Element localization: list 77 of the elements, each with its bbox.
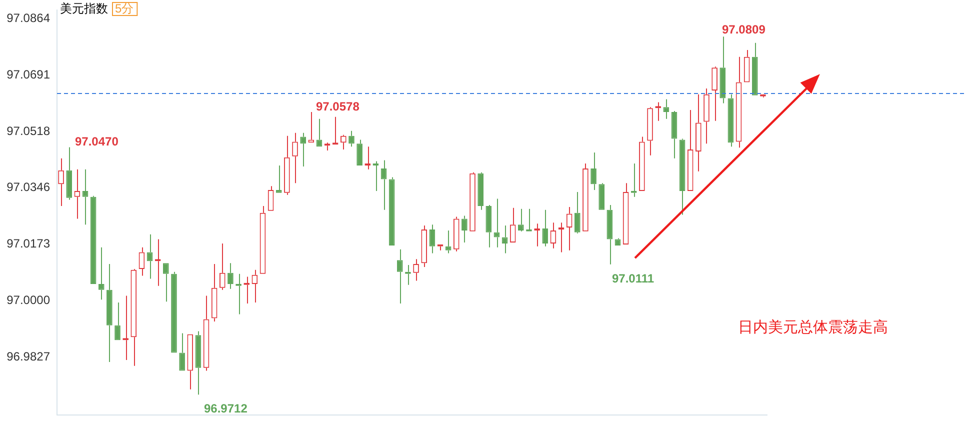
candlestick	[316, 118, 322, 147]
y-tick-label: 97.0000	[6, 292, 50, 307]
y-tick-label: 96.9827	[6, 349, 50, 364]
annotation: 96.9712	[204, 401, 248, 416]
candlestick	[486, 204, 492, 248]
candlestick	[90, 195, 96, 284]
candlestick	[494, 198, 500, 248]
candlestick	[364, 146, 371, 170]
candlestick	[179, 332, 185, 371]
candlestick	[598, 182, 605, 210]
candlestick	[372, 160, 379, 192]
candlestick	[58, 158, 64, 206]
candlestick	[66, 146, 72, 200]
candlestick	[429, 224, 436, 254]
candlestick	[82, 168, 88, 226]
candlestick	[228, 262, 234, 290]
candlestick	[114, 302, 120, 340]
y-tick-label: 97.0346	[6, 180, 50, 194]
candlestick	[163, 263, 169, 302]
candlestick	[268, 186, 274, 211]
annotation: 日内美元总体震荡走高	[738, 318, 888, 336]
annotation: 97.0809	[722, 22, 766, 36]
candlestick	[720, 36, 726, 104]
candlestick	[566, 206, 572, 251]
candlestick	[203, 295, 210, 372]
annotation: 97.0578	[316, 99, 360, 114]
candlestick	[211, 264, 218, 322]
candlestick	[187, 334, 194, 390]
y-tick-label: 97.0173	[6, 236, 50, 250]
candlestick	[396, 248, 403, 304]
candlestick	[219, 243, 226, 290]
candlestick	[171, 271, 177, 353]
candlestick	[582, 163, 588, 232]
candlestick	[106, 264, 112, 362]
candlestick	[622, 182, 629, 244]
candlestick	[138, 246, 145, 276]
candlestick	[728, 94, 734, 148]
candlestick	[752, 42, 758, 96]
candlestick	[574, 191, 580, 234]
y-tick-label: 97.0864	[6, 10, 50, 25]
annotation: 97.0470	[75, 134, 119, 148]
candlestick	[696, 94, 702, 172]
candlestick	[308, 112, 314, 143]
chart-title: 美元指数	[60, 1, 108, 16]
candlestick	[462, 215, 468, 244]
candlestick	[671, 110, 678, 159]
candlestick	[453, 216, 460, 252]
y-tick-label: 97.0691	[6, 67, 50, 82]
candlestick	[470, 172, 476, 232]
candlestick	[558, 222, 564, 253]
candlestick	[130, 268, 137, 366]
candlestick	[663, 98, 670, 120]
chart-subtitle: 5分	[115, 1, 134, 16]
candlestick	[744, 50, 750, 82]
annotation: 97.0111	[612, 271, 654, 286]
candlestick	[445, 230, 452, 254]
candlestick	[704, 88, 710, 144]
candlestick	[478, 172, 484, 210]
candlestick	[421, 225, 428, 268]
y-tick-label: 97.0518	[6, 124, 50, 138]
candlestick	[542, 209, 548, 247]
candlestick	[284, 135, 290, 196]
candlestick	[639, 136, 645, 191]
candlestick	[550, 222, 556, 249]
candlestick	[687, 110, 694, 191]
candlestick	[276, 165, 282, 193]
candlestick	[195, 330, 202, 396]
candlestick	[260, 205, 266, 274]
candlestick	[647, 106, 653, 156]
candlestick	[712, 66, 718, 122]
candlestick	[300, 132, 306, 167]
candlestick	[510, 207, 516, 243]
candlestick	[356, 139, 362, 166]
candlestick	[292, 132, 298, 184]
candlestick	[679, 138, 686, 216]
candlestick	[590, 152, 596, 190]
candlestick	[606, 204, 613, 265]
